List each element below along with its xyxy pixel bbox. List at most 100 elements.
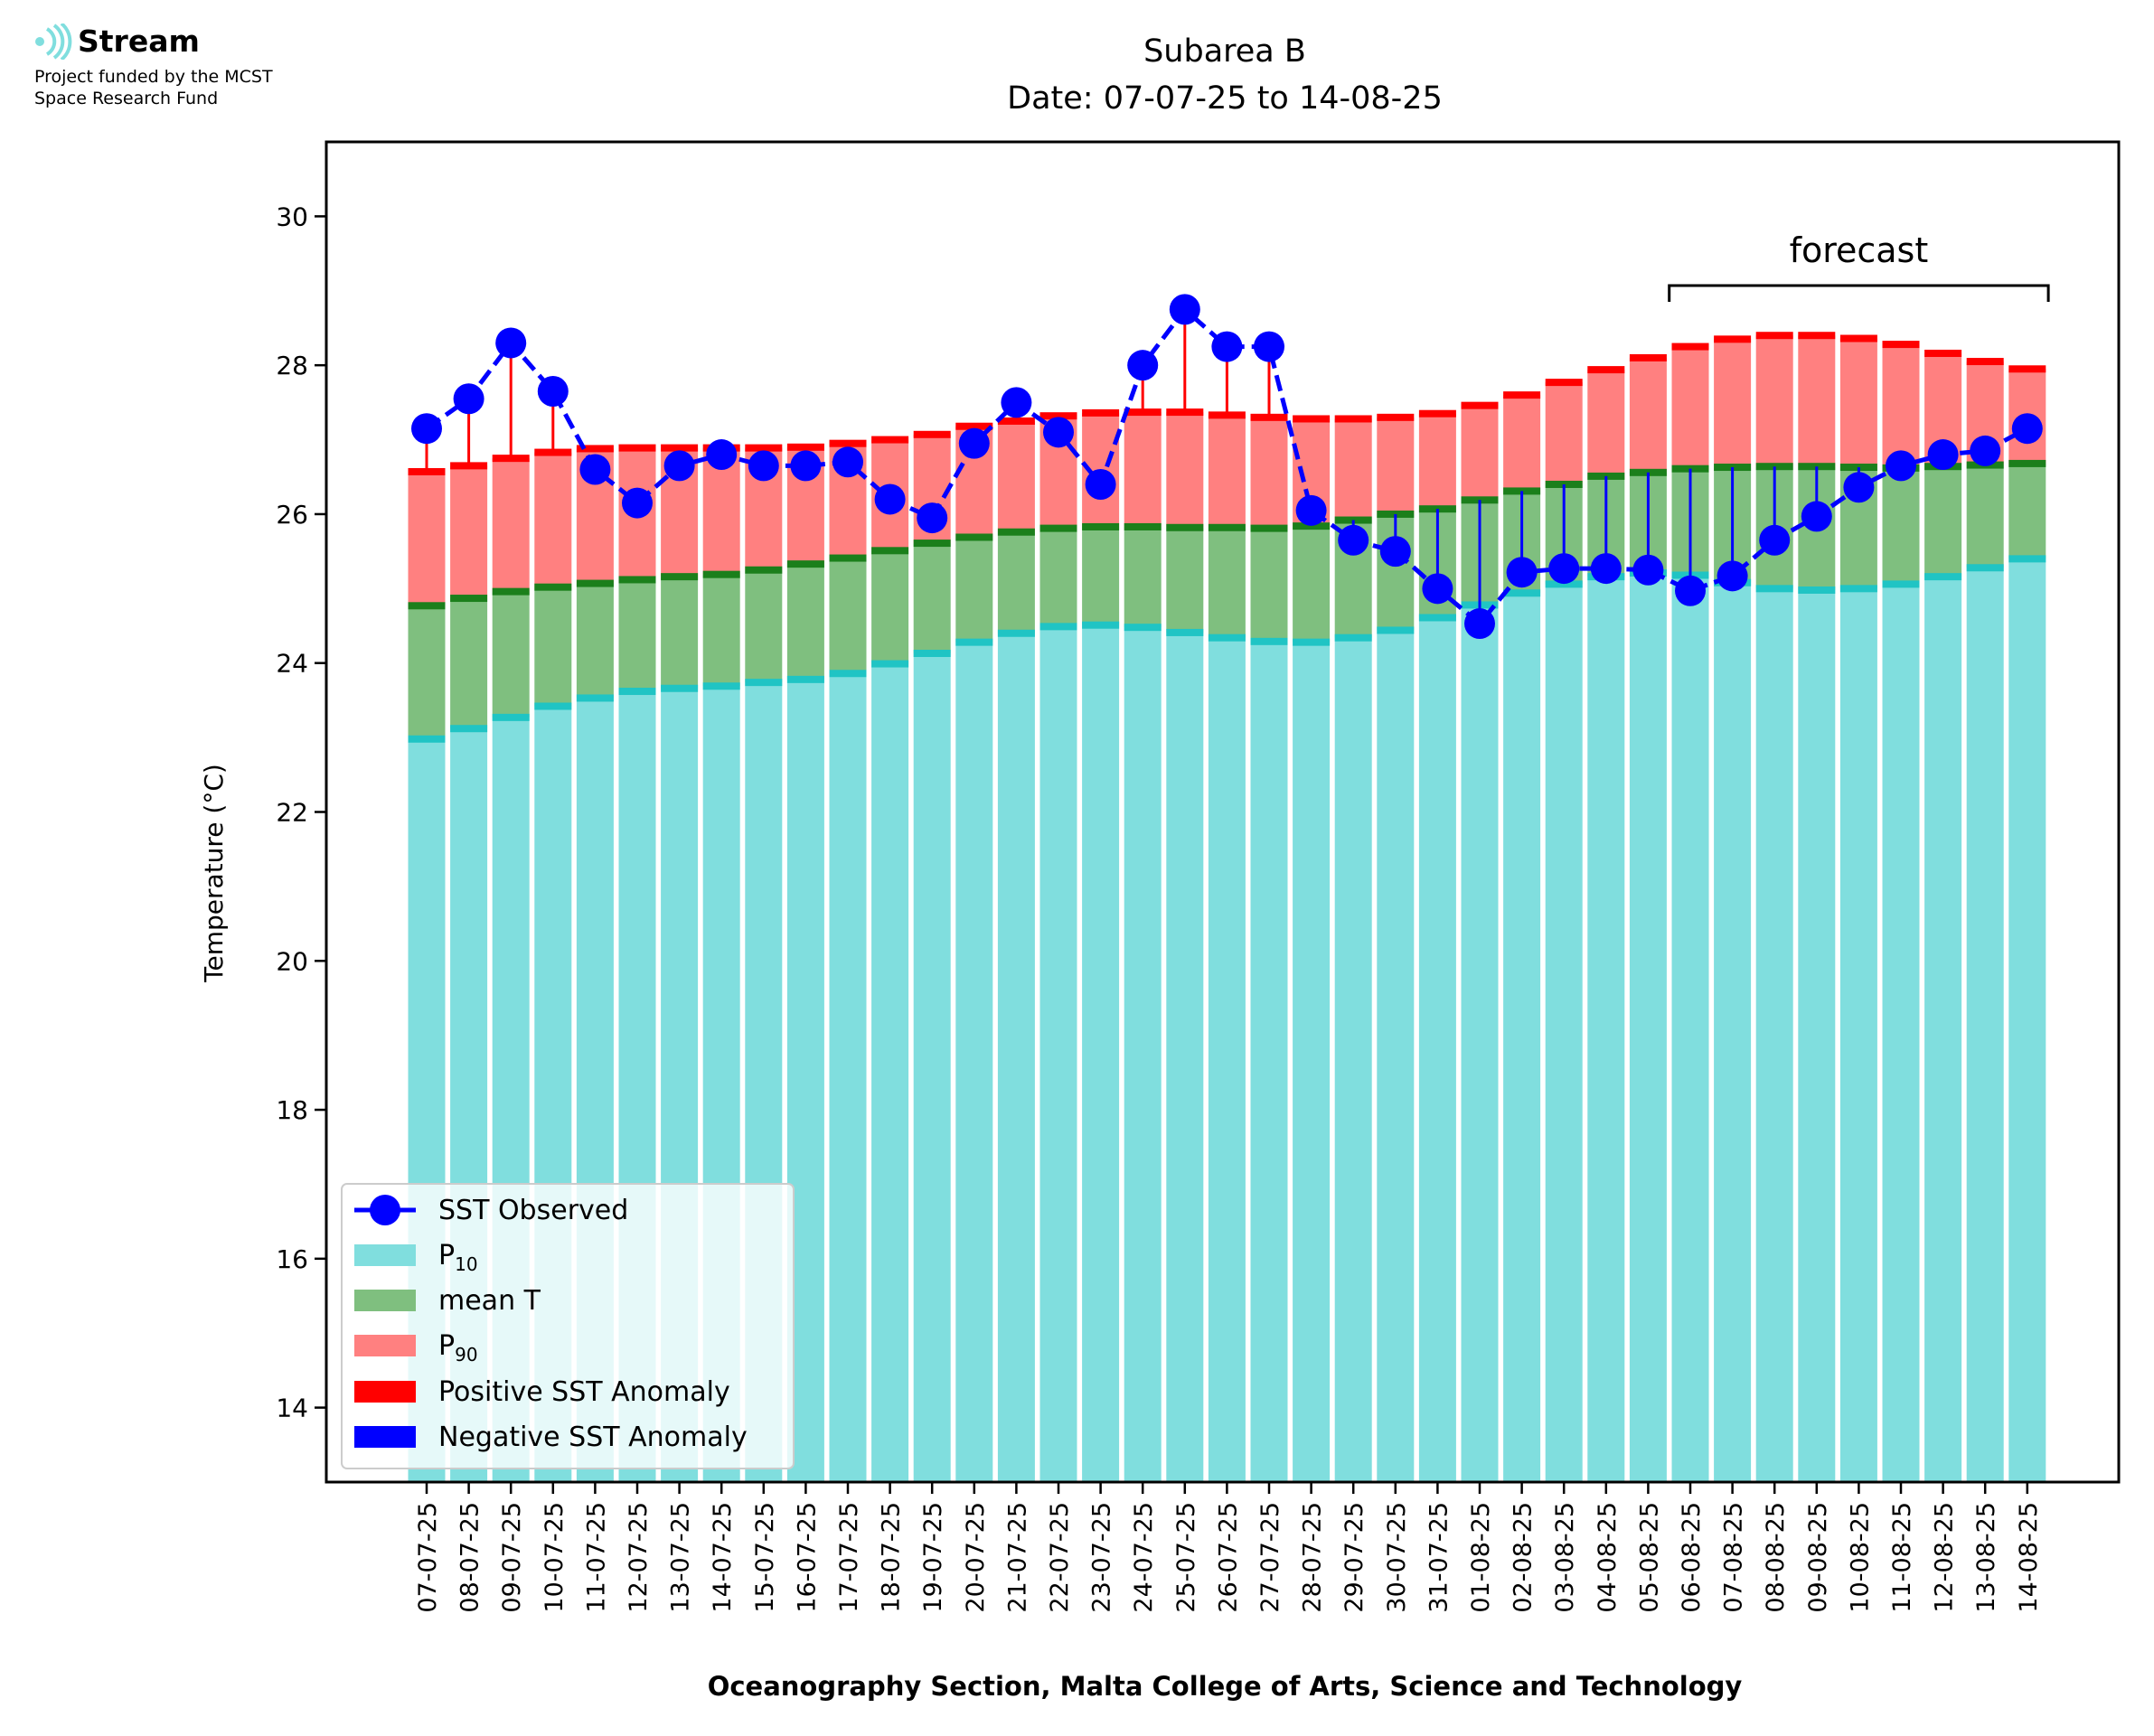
bar-p10-cap xyxy=(1208,633,1246,642)
sst-observed-line xyxy=(425,305,2028,627)
sst-observed-point xyxy=(1254,331,1284,362)
forecast-label: forecast xyxy=(1790,230,1929,270)
bar-p90 xyxy=(1545,382,1583,484)
legend-label: P10 xyxy=(438,1240,478,1275)
bar-p90-cap xyxy=(1418,409,1456,418)
sst-observed-point xyxy=(1043,417,1074,448)
bar-p10-cap xyxy=(1924,573,1962,581)
bar-mean xyxy=(955,537,993,643)
sst-observed-point xyxy=(495,327,527,359)
sst-observed-point xyxy=(1675,575,1706,606)
bar-mean xyxy=(661,577,699,689)
y-tick-label: 18 xyxy=(276,1095,308,1125)
x-tick-label: 18-07-25 xyxy=(878,1502,906,1613)
bar-p10-cap xyxy=(997,629,1035,637)
bar-p90 xyxy=(450,465,488,599)
sst-observed-point xyxy=(1422,573,1453,605)
sst-observed-point xyxy=(748,450,779,482)
bar-p90 xyxy=(1208,415,1246,528)
bar-mean xyxy=(576,583,614,699)
sst-observed-point xyxy=(579,454,611,485)
x-tick-label: 03-08-25 xyxy=(1551,1502,1579,1613)
bar-p10 xyxy=(1629,573,1667,1482)
bar-p10 xyxy=(1714,582,1752,1482)
bar-mean xyxy=(408,605,446,739)
x-tick-label: 04-08-25 xyxy=(1594,1502,1622,1613)
bar-p90-cap xyxy=(1798,332,1836,340)
bar-p10 xyxy=(1124,627,1162,1482)
bar-p10-cap xyxy=(492,713,530,721)
bar-p90-cap xyxy=(1839,334,1877,343)
y-axis: 14 16 18 20 22 24 26 28 30 xyxy=(276,202,326,1423)
bar-p90 xyxy=(1334,418,1372,521)
bar-p10-cap xyxy=(1293,638,1331,646)
x-tick-label: 13-07-25 xyxy=(667,1502,695,1613)
x-tick-label: 22-07-25 xyxy=(1046,1502,1074,1613)
bar-p10-cap xyxy=(745,679,783,687)
sst-observed-point xyxy=(790,450,822,482)
x-tick-label: 21-07-25 xyxy=(1003,1502,1031,1613)
bar-mean-cap xyxy=(576,579,614,587)
chart-subtitle: Date: 07-07-25 to 14-08-25 xyxy=(1007,80,1443,117)
sst-observed-point xyxy=(832,446,863,478)
sst-observed-point xyxy=(1759,524,1791,556)
legend-box xyxy=(341,1183,795,1469)
x-tick-label: 25-07-25 xyxy=(1172,1502,1200,1613)
bar-p10 xyxy=(1208,637,1246,1482)
bar-p10 xyxy=(913,653,951,1482)
bar-p10 xyxy=(1039,626,1077,1482)
bar-p10 xyxy=(2008,558,2046,1482)
x-tick-label: 10-08-25 xyxy=(1846,1502,1874,1613)
bar-p90-cap xyxy=(1293,415,1331,423)
sst-observed-point xyxy=(1127,350,1159,381)
bar-p10-cap xyxy=(871,660,909,668)
bar-p90 xyxy=(1839,338,1877,468)
bar-mean-cap xyxy=(1039,524,1077,532)
bar-p90-cap xyxy=(1755,332,1793,340)
bar-p10-cap xyxy=(618,688,656,696)
bar-mean-cap xyxy=(534,583,572,591)
logo-tagline-2: Space Research Fund xyxy=(34,89,219,108)
bar-mean xyxy=(786,564,824,680)
bar-p10-cap xyxy=(450,725,488,733)
sst-observed-point xyxy=(1717,560,1748,592)
bar-p10-cap xyxy=(786,675,824,683)
bar-p90 xyxy=(1671,346,1709,469)
bar-mean-cap xyxy=(1124,522,1162,530)
bar-mean-cap xyxy=(702,570,740,578)
bar-mean xyxy=(1882,467,1920,585)
bar-mean xyxy=(1039,528,1077,627)
y-tick-label: 24 xyxy=(276,649,308,679)
bar-mean-cap xyxy=(871,547,909,555)
x-tick-label: 07-08-25 xyxy=(1720,1502,1748,1613)
x-tick-label: 12-07-25 xyxy=(625,1502,653,1613)
chart-title: Subarea B xyxy=(1143,33,1306,70)
sst-observed-point xyxy=(453,383,484,415)
x-tick-label: 27-07-25 xyxy=(1256,1502,1284,1613)
x-tick-label: 09-08-25 xyxy=(1804,1502,1832,1613)
bar-p10 xyxy=(997,633,1035,1482)
bar-p90 xyxy=(1798,335,1836,467)
bar-p10 xyxy=(1503,593,1541,1482)
bar-mean xyxy=(1250,528,1288,642)
bar-mean xyxy=(534,586,572,707)
bar-p10 xyxy=(1839,588,1877,1482)
sst-observed-point xyxy=(1801,501,1832,532)
bar-mean xyxy=(913,543,951,654)
x-tick-label: 15-07-25 xyxy=(751,1502,779,1613)
bar-p10 xyxy=(1966,568,2004,1482)
bar-p10-cap xyxy=(1334,633,1372,642)
y-tick-label: 16 xyxy=(276,1244,308,1274)
bars-layer xyxy=(408,332,2046,1482)
bar-mean-cap xyxy=(997,528,1035,536)
legend-swatch xyxy=(354,1381,416,1403)
y-tick-label: 20 xyxy=(276,946,308,976)
x-tick-label: 14-07-25 xyxy=(709,1502,737,1613)
sst-observed-point xyxy=(1970,435,2001,466)
legend-swatch-marker xyxy=(370,1195,400,1225)
bar-p90 xyxy=(1587,370,1625,476)
bar-p10-cap xyxy=(1882,580,1920,588)
bar-p10-cap xyxy=(913,650,951,658)
bar-p10 xyxy=(1461,605,1499,1482)
